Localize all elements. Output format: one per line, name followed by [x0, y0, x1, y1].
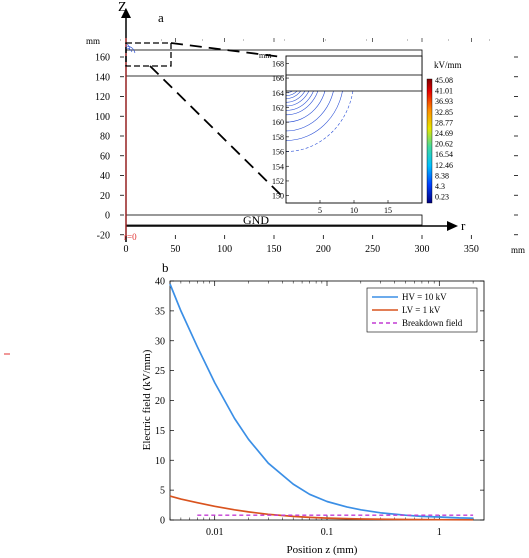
colorbar-tick-label: 16.54 — [435, 150, 453, 159]
y-tick-label: 140 — [95, 72, 110, 83]
panel-b-x-tick-label: 1 — [437, 527, 442, 538]
panel-b-y-tick-label: 25 — [155, 366, 165, 377]
panel-b-y-tick-label: 0 — [160, 516, 165, 527]
panel-b: b 0 5 10 15 20 25 30 35 40 0.01 0.1 1 Electric fiel… — [141, 260, 485, 556]
legend-label-hv: HV = 10 kV — [402, 292, 447, 302]
inset-x-tick-label: 10 — [350, 206, 358, 215]
ground-label: GND — [243, 213, 269, 227]
inset-x-tick-label: 5 — [318, 206, 322, 215]
y-tick-label: 0 — [105, 211, 110, 222]
r-axis-arrowhead — [447, 221, 458, 231]
inset-y-tick-label: 166 — [272, 74, 284, 83]
panel-b-y-tick-label: 20 — [155, 396, 165, 407]
y-tick-label: 80 — [100, 132, 110, 143]
y-tick-label: 60 — [100, 151, 110, 162]
inset-x-tick-label: 15 — [384, 206, 392, 215]
y-tick-label: 120 — [95, 92, 110, 103]
y-tick-label: 160 — [95, 53, 110, 64]
legend-label-breakdown: Breakdown field — [402, 318, 463, 328]
inset-y-tick-label: 154 — [272, 162, 284, 171]
panel-a-right-ticks — [175, 38, 518, 236]
colorbar-tick-label: 12.46 — [435, 161, 453, 170]
panel-b-y-tick-label: 15 — [155, 426, 165, 437]
inset-y-tick-label: 156 — [272, 148, 284, 157]
y-unit-label: mm — [86, 36, 100, 46]
inset-y-tick-label: 168 — [272, 59, 284, 68]
panel-b-y-tick-label: 10 — [155, 456, 165, 467]
inset: mm 150 152 154 156 158 160 162 164 166 168 5 10 15 — [259, 51, 423, 215]
z-axis-arrowhead — [121, 8, 131, 18]
y-tick-label: 40 — [100, 171, 110, 182]
zoom-connector-lower — [149, 65, 285, 199]
x-tick-label: 300 — [415, 244, 430, 255]
series-line-lv — [169, 495, 474, 521]
inset-y-tick-label: 164 — [272, 89, 284, 98]
inset-x-ticks: 5 10 15 — [318, 200, 392, 215]
inset-y-tick-label: 162 — [272, 103, 284, 112]
panel-b-ylabel: Electric field (kV/mm) — [141, 349, 153, 450]
colorbar-tick-label: 45.08 — [435, 76, 453, 85]
panel-b-y-tick-label: 35 — [155, 306, 165, 317]
legend-label-lv: LV = 1 kV — [402, 305, 441, 315]
panel-b-legend: HV = 10 kV LV = 1 kV Breakdown field — [366, 287, 478, 333]
inset-y-tick-label: 158 — [272, 133, 284, 142]
inset-y-tick-label: 150 — [272, 192, 284, 201]
x-tick-label: 150 — [267, 244, 282, 255]
panel-b-y-tick-label: 5 — [160, 486, 165, 497]
colorbar-tick-label: 8.38 — [435, 171, 449, 180]
panel-b-ticks: 0 5 10 15 20 25 30 35 40 0.01 0.1 1 — [155, 277, 484, 538]
x-tick-label: 0 — [124, 244, 129, 255]
inset-contour-line — [285, 78, 355, 152]
x-unit-label: mm — [511, 245, 525, 255]
zoom-box — [125, 42, 172, 67]
colorbar-tick-label: 36.93 — [435, 97, 453, 106]
panel-b-label: b — [162, 260, 169, 275]
x-tick-label: 250 — [365, 244, 380, 255]
inset-y-tick-label: 160 — [272, 118, 284, 127]
origin-label: r=0 — [124, 232, 137, 242]
y-tick-label: 20 — [100, 191, 110, 202]
inset-y-ticks: 150 152 154 156 158 160 162 164 166 168 — [272, 59, 289, 201]
panel-b-x-tick-label: 0.01 — [206, 527, 224, 538]
zoom-box-contours — [125, 43, 136, 54]
r-axis-label: r — [461, 218, 466, 233]
ground-plate — [125, 214, 423, 226]
panel-b-series — [169, 283, 474, 521]
z-axis-label: Z — [118, 0, 127, 15]
colorbar-title: kV/mm — [434, 60, 462, 70]
panel-b-x-tick-label: 0.1 — [321, 527, 334, 538]
x-tick-label: 50 — [170, 244, 180, 255]
y-tick-label: -20 — [97, 230, 110, 241]
colorbar-gradient — [426, 78, 433, 204]
panel-a-label: a — [158, 10, 164, 25]
panel-a-y-ticks: -20 0 20 40 60 80 100 120 140 160 — [95, 53, 124, 241]
colorbar-tick-label: 4.3 — [435, 182, 445, 191]
inset-y-tick-label: 152 — [272, 177, 284, 186]
panel-a-x-ticks: 0 50 100 150 200 250 300 350 — [124, 235, 479, 255]
panel-b-y-tick-label: 40 — [155, 277, 165, 288]
colorbar-tick-label: 32.85 — [435, 108, 453, 117]
colorbar-tick-label: 20.62 — [435, 140, 453, 149]
colorbar-tick-label: 28.77 — [435, 118, 453, 127]
panel-b-y-tick-label: 30 — [155, 336, 165, 347]
y-tick-label: 100 — [95, 112, 110, 123]
inset-electrode-band — [285, 74, 423, 92]
x-tick-label: 350 — [464, 244, 479, 255]
x-tick-label: 200 — [316, 244, 331, 255]
colorbar-tick-label: 0.23 — [435, 193, 449, 202]
series-line-hv — [169, 283, 474, 520]
colorbar-tick-label: 41.01 — [435, 87, 453, 96]
inset-unit-label: mm — [259, 51, 272, 60]
colorbar-tick-label: 24.69 — [435, 129, 453, 138]
panel-b-xlabel: Position z (mm) — [287, 544, 358, 556]
x-tick-label: 100 — [217, 244, 232, 255]
